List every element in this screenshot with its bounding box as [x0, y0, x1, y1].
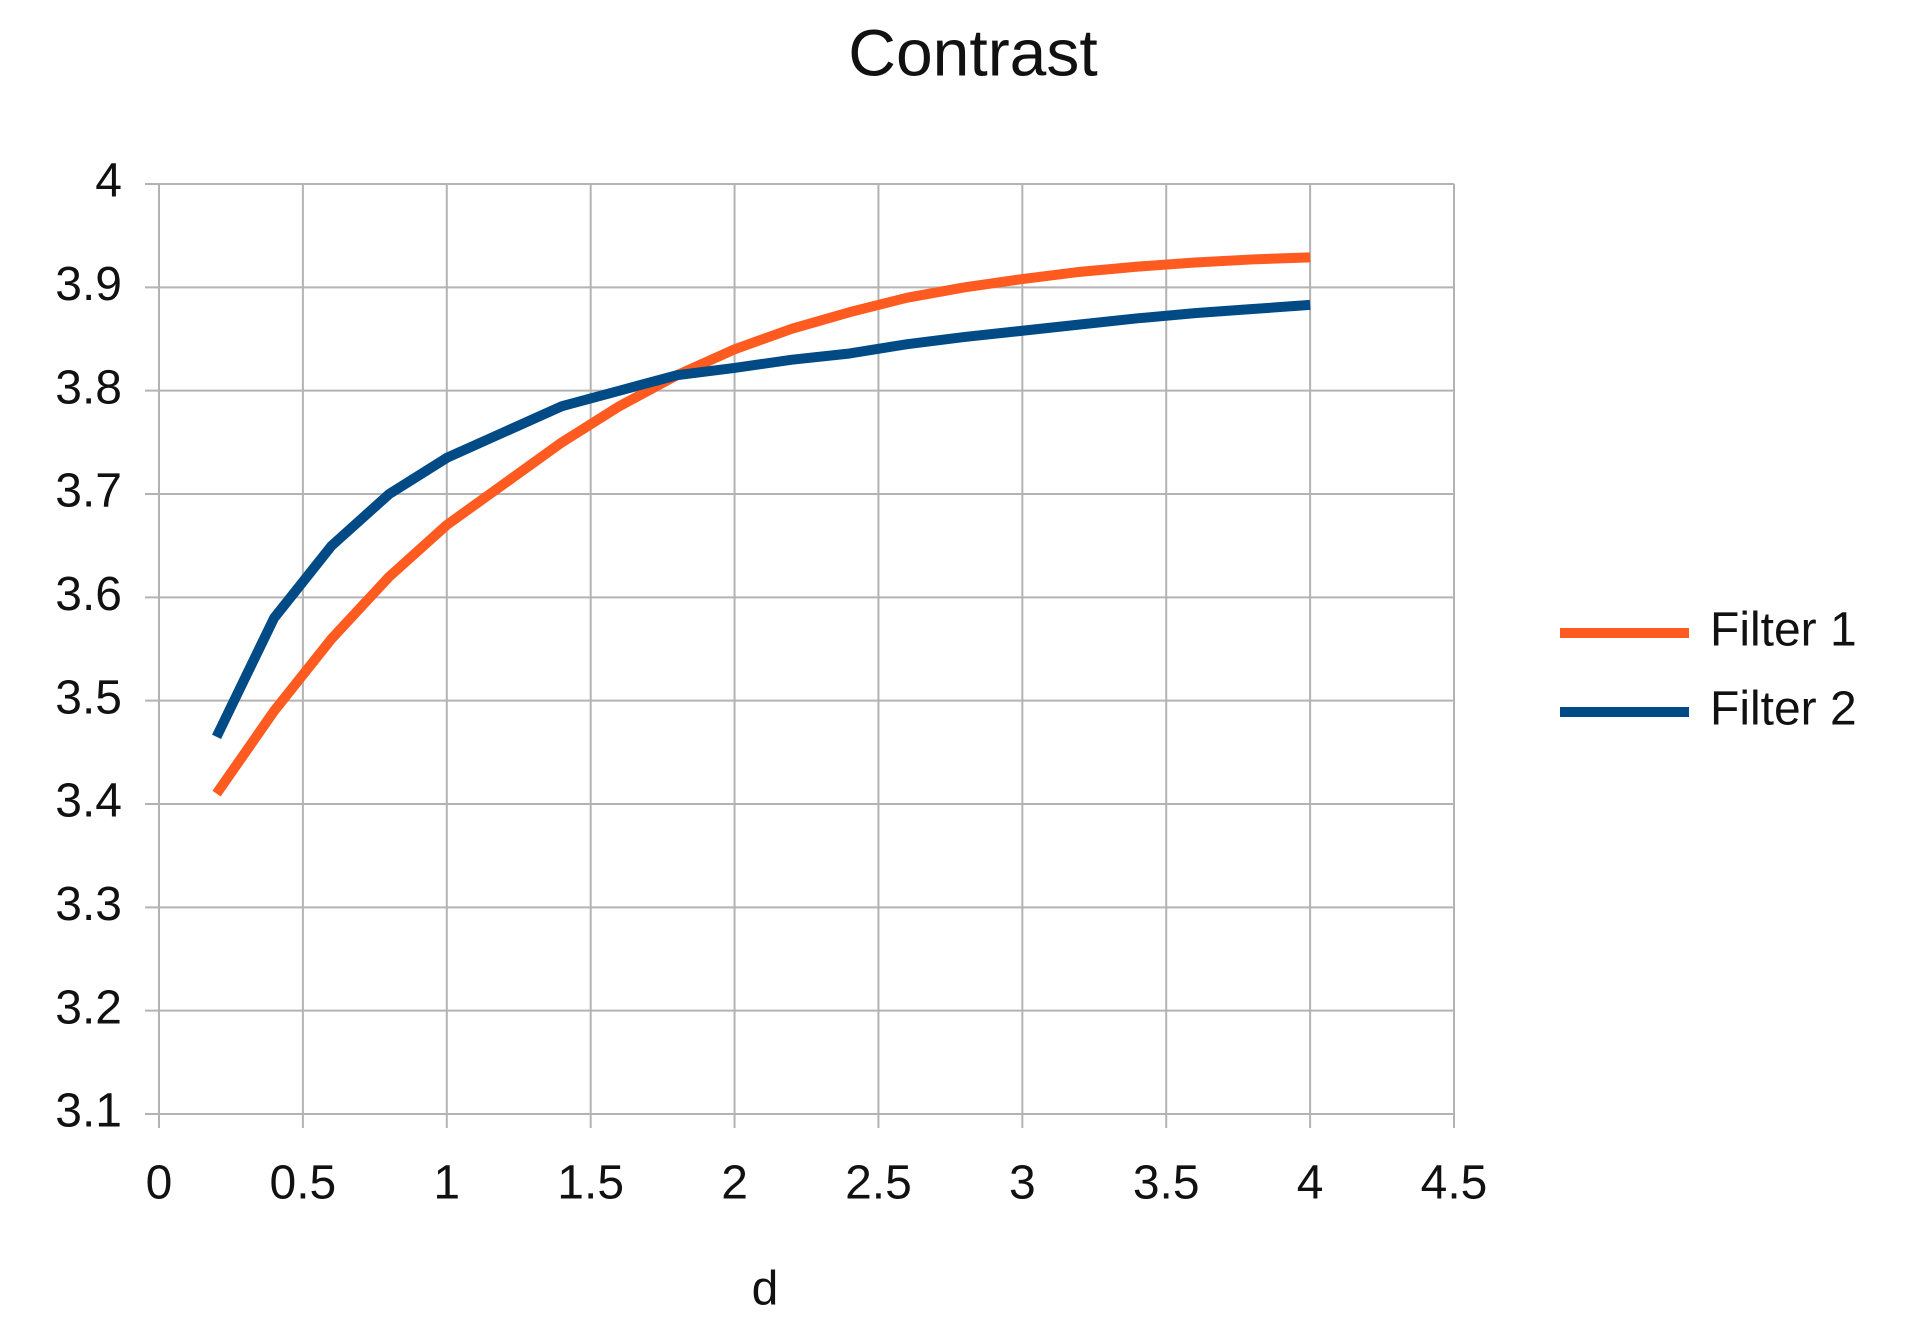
y-tick-label: 3.5	[55, 671, 122, 724]
y-tick-label: 3.9	[55, 258, 122, 311]
y-tick-label: 3.8	[55, 361, 122, 414]
y-tick-label: 3.6	[55, 568, 122, 621]
x-tick-label: 1.5	[557, 1157, 624, 1210]
y-tick-label: 3.4	[55, 775, 122, 828]
y-tick-label: 3.2	[55, 981, 122, 1034]
x-tick-label: 4	[1297, 1157, 1324, 1210]
x-tick-label: 2	[721, 1157, 748, 1210]
chart-title: Contrast	[848, 15, 1097, 89]
x-tick-label: 3	[1009, 1157, 1036, 1210]
x-tick-label: 3.5	[1133, 1157, 1200, 1210]
x-tick-label: 2.5	[845, 1157, 912, 1210]
series-line	[212, 299, 1311, 740]
y-tick-label: 4	[95, 155, 122, 208]
y-tick-label: 3.3	[55, 878, 122, 931]
x-tick-label: 0.5	[270, 1157, 337, 1210]
legend-label: Filter 1	[1710, 604, 1857, 657]
y-tick-label: 3.7	[55, 465, 122, 518]
y-tick-label: 3.1	[55, 1085, 122, 1138]
x-tick-label: 0	[146, 1157, 173, 1210]
x-axis-label: d	[752, 1263, 779, 1316]
series-line	[212, 252, 1311, 797]
x-tick-label: 4.5	[1421, 1157, 1488, 1210]
legend-label: Filter 2	[1710, 683, 1857, 736]
x-tick-label: 1	[433, 1157, 460, 1210]
